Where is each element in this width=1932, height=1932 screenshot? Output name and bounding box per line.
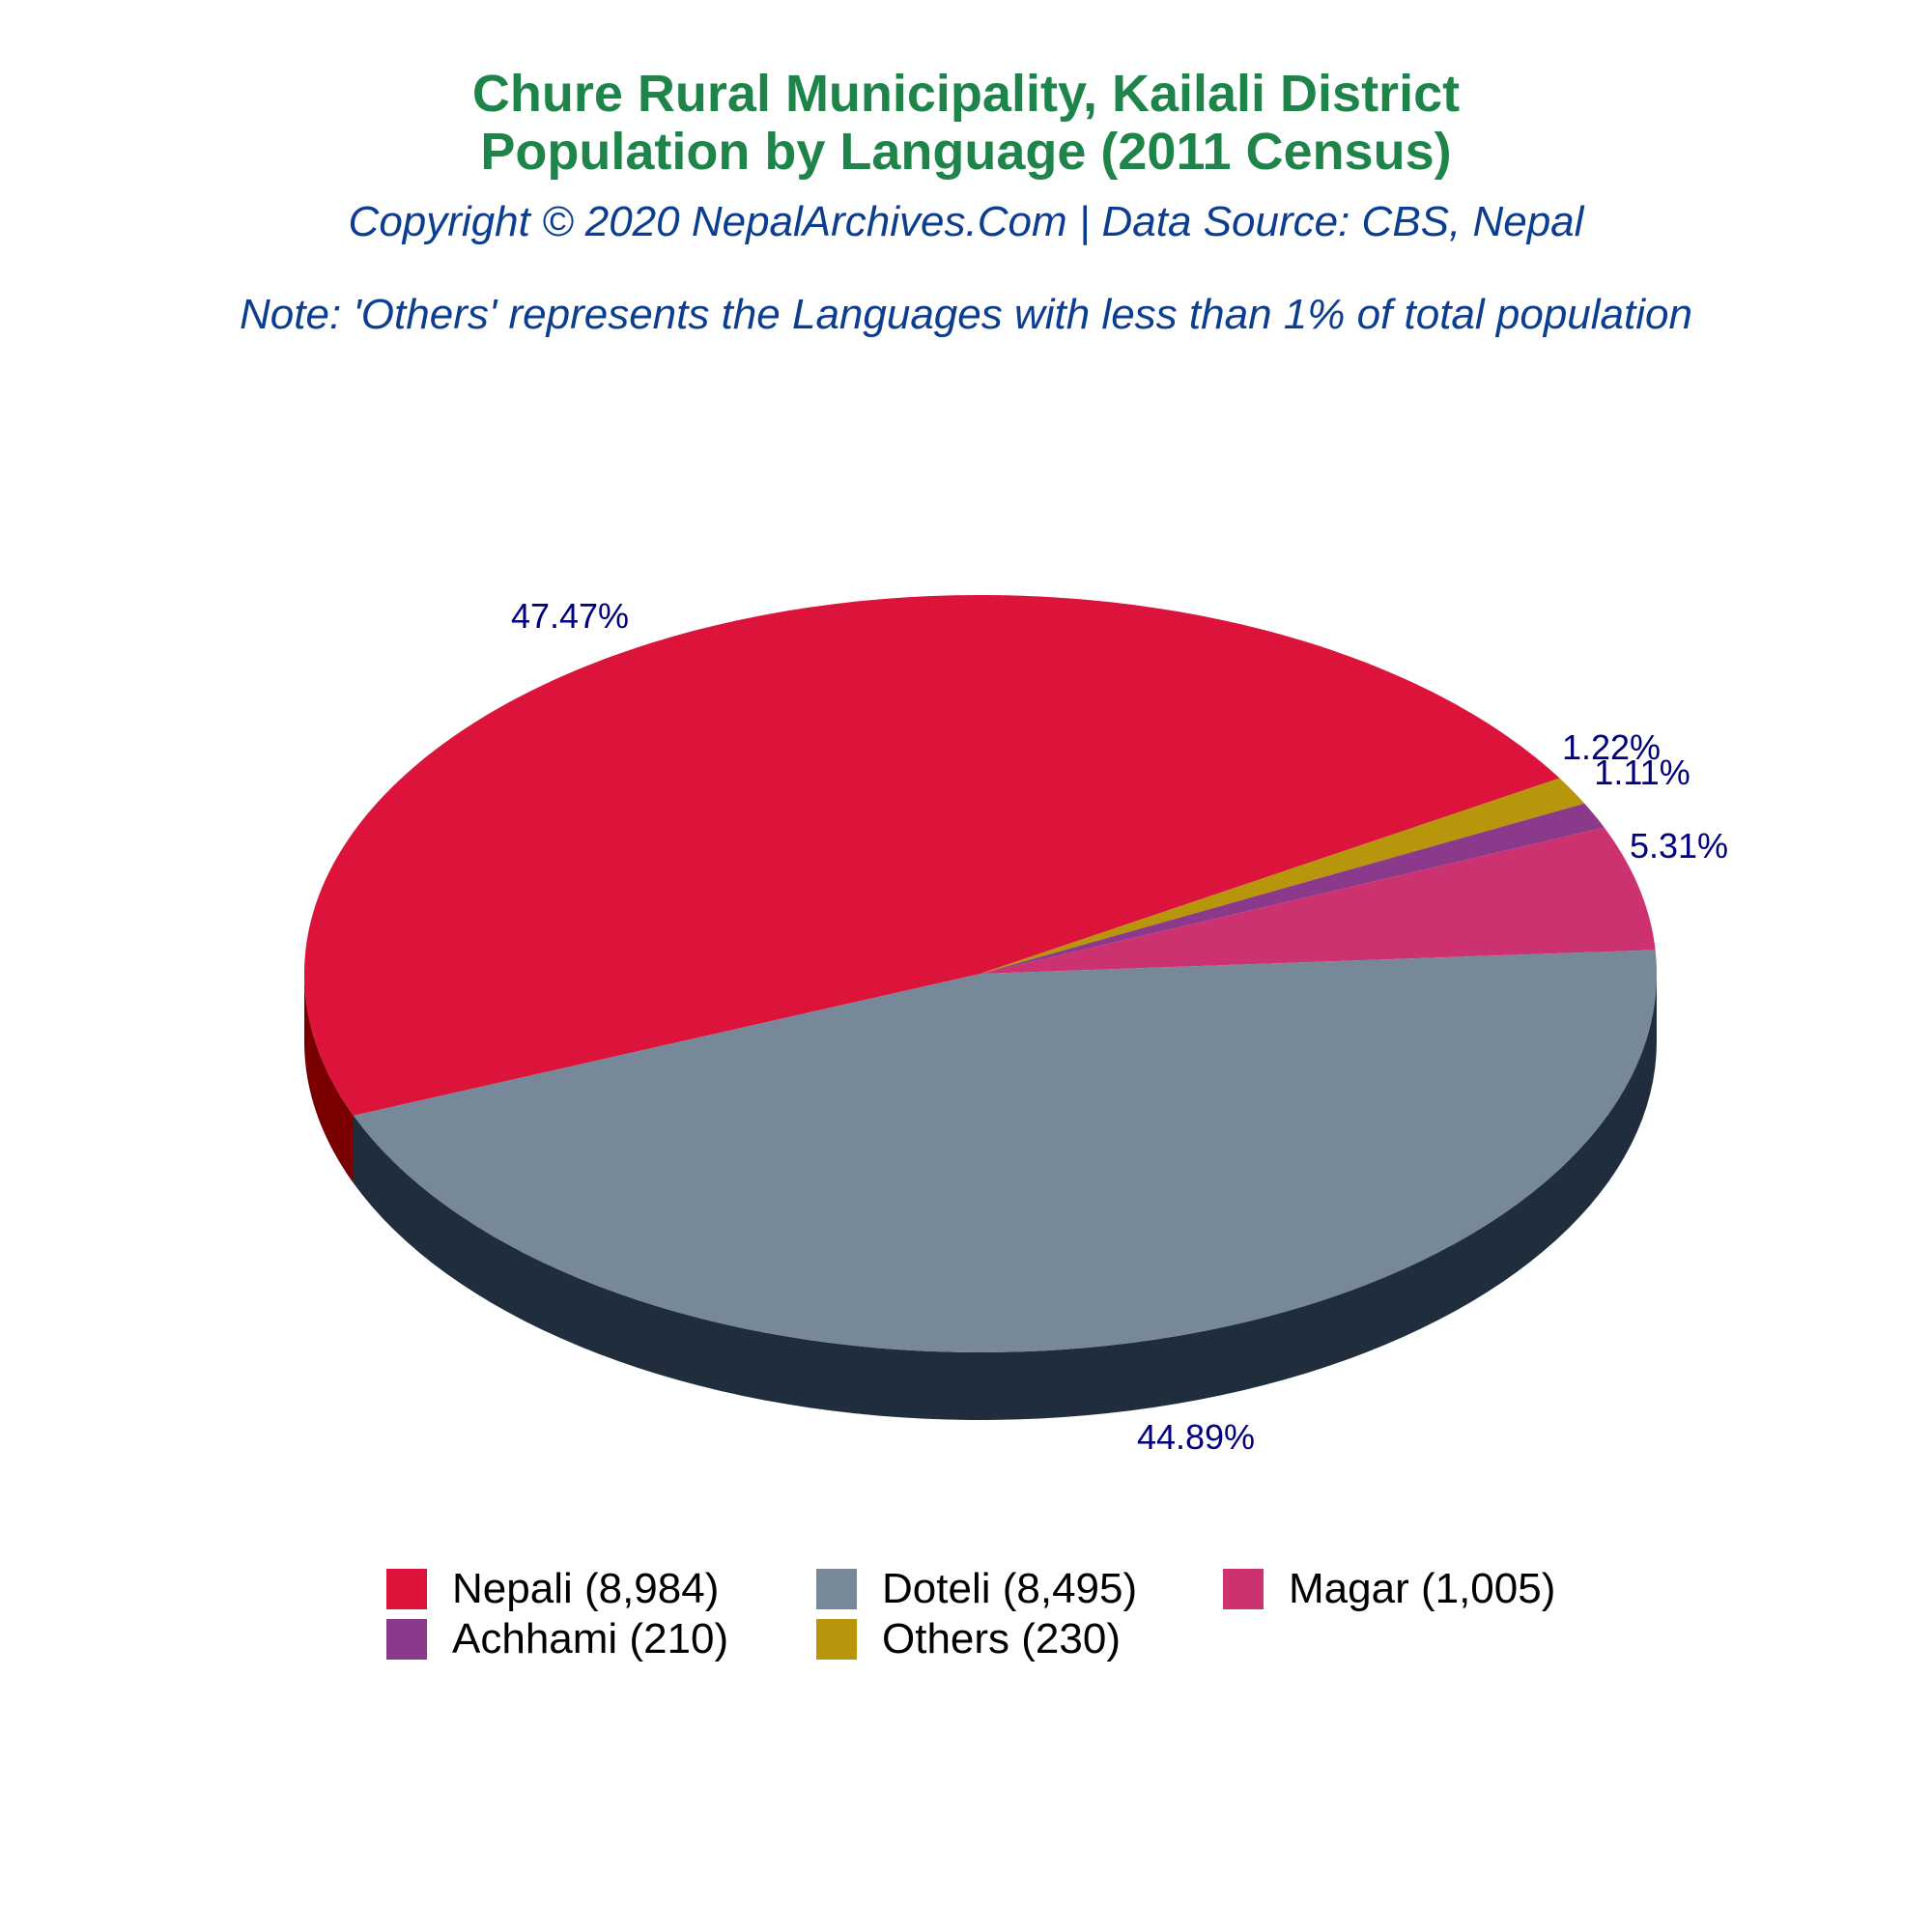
pie-slice-magar (980, 827, 1656, 974)
pie-label-nepali: 47.47% (511, 596, 629, 636)
legend-label-doteli: Doteli (8,495) (882, 1565, 1138, 1612)
legend-item-achhami: Achhami (210) (386, 1615, 728, 1663)
pie-side-nepali (304, 974, 354, 1183)
legend-item-doteli: Doteli (8,495) (816, 1565, 1137, 1613)
pie-label-magar: 5.31% (1630, 826, 1728, 866)
chart-title-line-1: Chure Rural Municipality, Kailali Distri… (471, 65, 1461, 123)
pie-slice-others (980, 778, 1585, 974)
chart-title-line-2: Population by Language (2011 Census) (480, 123, 1452, 181)
pie-labels: 47.47% 1.22%1.11% 5.31% 44.89% (511, 596, 1728, 1457)
pie-slice-nepali (304, 595, 1560, 1116)
legend-swatch-achhami (386, 1619, 427, 1660)
legend-label-nepali: Nepali (8,984) (452, 1565, 720, 1612)
legend-swatch-nepali (386, 1569, 427, 1609)
pie-label-others: 1.22% (1562, 727, 1661, 767)
legend-item-others: Others (230) (816, 1615, 1121, 1663)
pie-label-doteli: 44.89% (1137, 1417, 1255, 1457)
legend-swatch-magar (1223, 1569, 1264, 1609)
legend-swatch-doteli (816, 1569, 857, 1609)
legend-label-achhami: Achhami (210) (452, 1615, 729, 1662)
chart-subtitle: Copyright © 2020 NepalArchives.Com | Dat… (348, 198, 1584, 245)
pie-side-doteli (353, 974, 1658, 1420)
pie-label-achhami: 1.11% (1594, 753, 1690, 792)
legend-item-magar: Magar (1,005) (1223, 1565, 1555, 1613)
chart-note: Note: 'Others' represents the Languages … (240, 291, 1692, 338)
legend-label-magar: Magar (1,005) (1289, 1565, 1556, 1612)
pie-slice-doteli (353, 950, 1658, 1352)
legend-label-others: Others (230) (882, 1615, 1121, 1662)
legend-swatch-others (816, 1619, 857, 1660)
pie-slice-achhami (980, 803, 1605, 974)
pie-slices (304, 595, 1658, 1420)
legend-item-nepali: Nepali (8,984) (386, 1565, 719, 1613)
